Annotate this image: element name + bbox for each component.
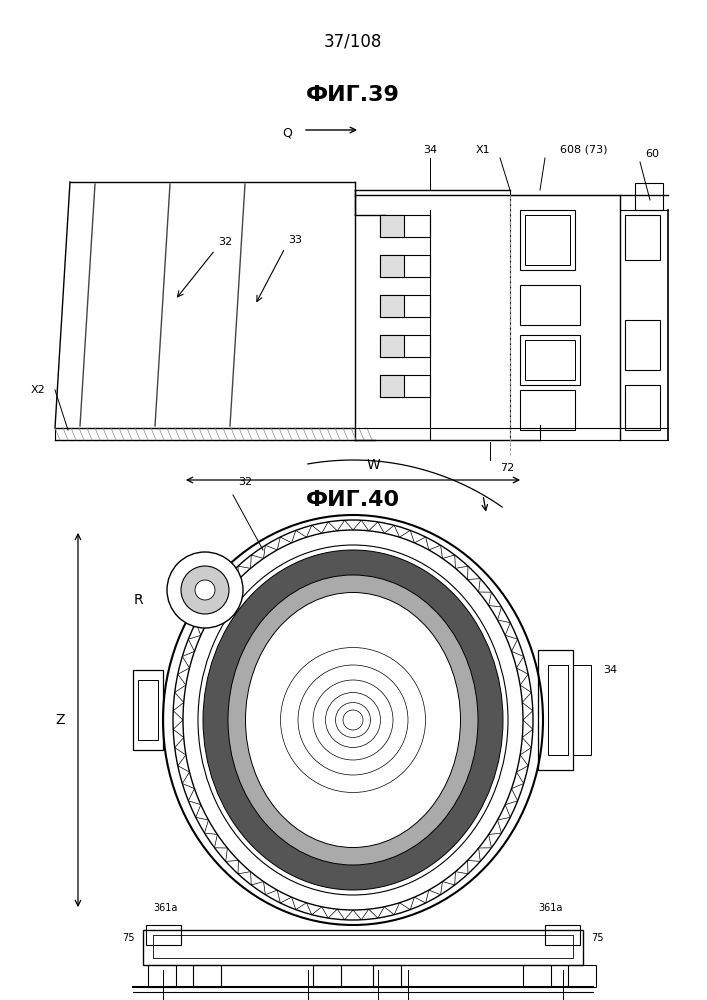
Text: 75: 75 [591, 933, 604, 943]
Circle shape [167, 552, 243, 628]
Bar [373, 965, 401, 987]
Bar [520, 210, 575, 270]
Text: 72: 72 [500, 463, 514, 473]
Text: 361a: 361a [539, 903, 563, 913]
Bar [568, 965, 596, 987]
Bar [380, 255, 430, 277]
Text: 32: 32 [238, 477, 252, 487]
Bar [520, 335, 580, 385]
Bar [523, 965, 551, 987]
Bar [380, 375, 404, 397]
Ellipse shape [198, 545, 508, 895]
Ellipse shape [228, 575, 478, 865]
Text: 75: 75 [122, 933, 135, 943]
Bar [525, 340, 575, 380]
Bar [625, 385, 660, 430]
Bar [380, 215, 430, 237]
Bar [133, 670, 163, 750]
Ellipse shape [203, 550, 503, 890]
Bar [380, 255, 404, 277]
Ellipse shape [173, 520, 533, 920]
Bar [148, 965, 176, 987]
Text: 608 (73): 608 (73) [560, 145, 607, 155]
Bar [635, 183, 663, 210]
Text: 37/108: 37/108 [324, 33, 382, 51]
Text: ФИГ.39: ФИГ.39 [306, 85, 400, 105]
Bar [520, 390, 575, 430]
Text: Z: Z [55, 713, 65, 727]
Bar [146, 925, 181, 945]
Text: 33: 33 [288, 235, 302, 245]
Bar [625, 320, 660, 370]
Text: R: R [133, 593, 143, 607]
Text: W: W [366, 458, 380, 472]
Ellipse shape [183, 530, 523, 910]
Text: 361a: 361a [153, 903, 177, 913]
Bar [380, 295, 430, 317]
Bar [380, 335, 404, 357]
Text: 32: 32 [218, 237, 232, 247]
Bar [573, 665, 591, 755]
Bar [380, 215, 404, 237]
Text: 60: 60 [645, 149, 659, 159]
Bar [380, 335, 430, 357]
Text: 34: 34 [603, 665, 617, 675]
Bar [380, 295, 404, 317]
Bar [380, 375, 430, 397]
Bar [313, 965, 341, 987]
Circle shape [181, 566, 229, 614]
Circle shape [195, 580, 215, 600]
Text: Q: Q [282, 126, 292, 139]
Bar [193, 965, 221, 987]
Bar [538, 650, 573, 770]
Text: 34: 34 [423, 145, 437, 155]
Bar [138, 680, 158, 740]
Ellipse shape [245, 592, 460, 848]
Text: X2: X2 [30, 385, 45, 395]
Bar [525, 215, 570, 265]
Bar [625, 215, 660, 260]
Text: ФИГ.40: ФИГ.40 [306, 490, 400, 510]
Bar [520, 285, 580, 325]
Bar [548, 665, 568, 755]
Text: X1: X1 [475, 145, 490, 155]
Bar [545, 925, 580, 945]
Bar [143, 930, 583, 965]
Bar [153, 935, 573, 958]
